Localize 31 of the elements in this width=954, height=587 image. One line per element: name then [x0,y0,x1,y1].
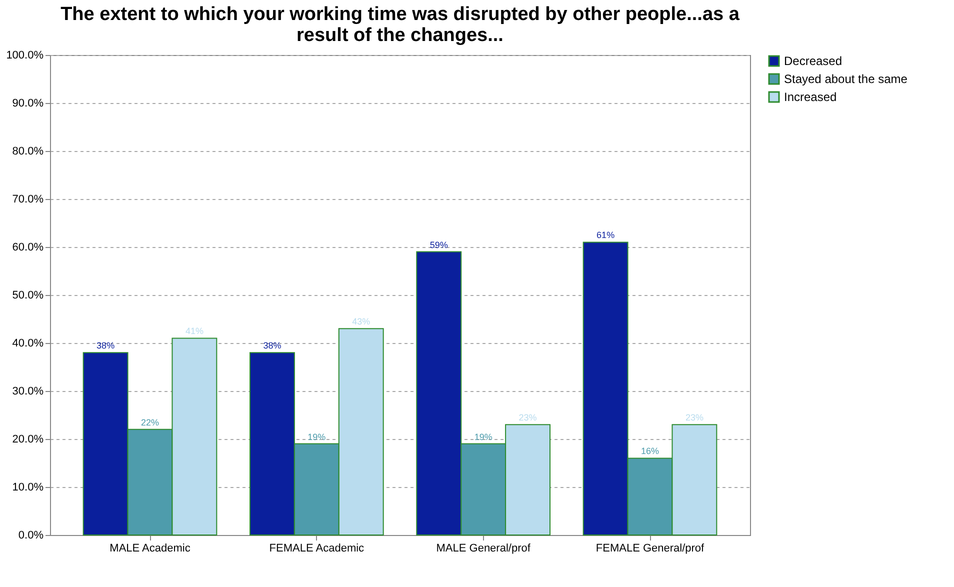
x-tick-label: FEMALE Academic [269,542,365,554]
y-tick-label: 20.0% [12,434,44,446]
data-label: 43% [352,316,370,327]
x-tick-label: FEMALE General/prof [596,542,706,554]
y-tick-label: 80.0% [12,146,44,158]
data-label: 19% [474,432,492,442]
data-label: 38% [263,340,282,351]
data-label: 38% [96,340,115,351]
y-tick-label: 60.0% [12,242,44,254]
legend-label: Decreased [784,54,842,68]
x-tick-label: MALE Academic [110,542,191,554]
x-tick-label: MALE General/prof [436,542,532,554]
y-tick-label: 100.0% [6,50,44,62]
y-tick-label: 10.0% [12,482,44,494]
data-label: 16% [640,446,660,456]
data-label: 19% [308,432,326,442]
data-label: 61% [596,230,615,240]
data-label: 22% [140,417,160,428]
legend-label: Stayed about the same [784,72,908,86]
y-tick-label: 40.0% [12,338,44,350]
data-label: 23% [685,412,704,423]
y-tick-label: 0.0% [18,530,44,542]
y-tick-label: 30.0% [12,386,44,398]
chart-title: The extent to which your working time was disrupted by other people...as a result of the changes... [60,4,740,46]
y-tick-label: 70.0% [12,194,44,206]
data-label: 23% [518,412,537,423]
y-tick-label: 50.0% [12,290,44,302]
legend-label: Increased [784,90,837,104]
data-label: 41% [185,326,204,336]
data-label: 59% [430,240,448,250]
y-tick-label: 90.0% [12,98,44,110]
